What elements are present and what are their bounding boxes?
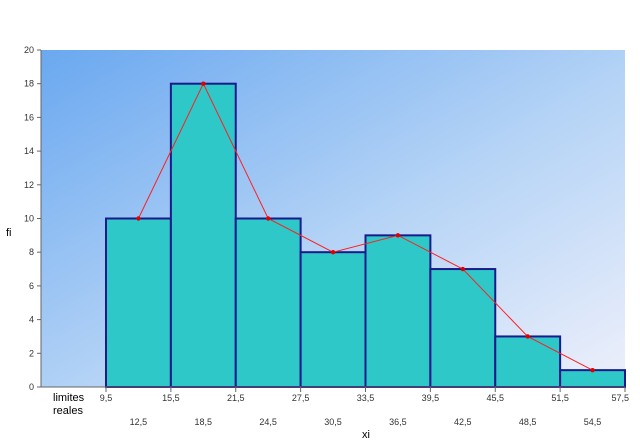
y-tick-label: 2 [29, 348, 34, 358]
y-tick-label: 4 [29, 315, 34, 325]
polygon-point [265, 216, 271, 221]
y-tick-label: 0 [29, 382, 34, 392]
histogram-bar [494, 335, 562, 389]
boundary-label: 9,5 [100, 393, 113, 403]
y-axis-title: fi [6, 227, 12, 239]
histogram-bar [169, 82, 237, 388]
boundary-label: 21,5 [227, 393, 245, 403]
histogram-bar [105, 217, 172, 388]
class-mark-label: 24,5 [259, 417, 277, 427]
y-tick-label: 20 [24, 45, 34, 55]
class-mark-label: 36,5 [389, 417, 407, 427]
boundary-labels: 9,5 15,5 21,5 27,5 33,5 39,5 45,5 51,5 57,5 [100, 387, 629, 403]
histogram-bar [234, 217, 302, 388]
polygon-point [395, 233, 401, 238]
class-mark-label: 30,5 [324, 417, 342, 427]
boundary-label: 45,5 [486, 393, 504, 403]
y-tick-label: 10 [24, 214, 34, 224]
polygon-point [590, 367, 595, 373]
boundary-label: 51,5 [551, 393, 569, 403]
polygon-point [330, 250, 336, 255]
y-tick-label: 16 [24, 112, 34, 122]
class-mark-label: 18,5 [195, 417, 213, 427]
polygon-point [460, 266, 466, 272]
class-mark-label: 54,5 [584, 417, 602, 427]
boundary-label: 39,5 [422, 393, 440, 403]
y-axis-ticks: 0 2 4 6 8 10 12 14 16 18 20 [24, 45, 41, 392]
row-label-line1: limites [53, 392, 85, 404]
bars [105, 82, 626, 389]
class-mark-labels: 12,5 18,5 24,5 30,5 36,5 42,5 48,5 54,5 [130, 417, 602, 427]
boundary-label: 57,5 [611, 393, 629, 403]
histogram-bar [364, 234, 432, 388]
y-tick-label: 12 [24, 180, 34, 190]
polygon-point [525, 334, 530, 339]
class-mark-label: 42,5 [454, 417, 472, 427]
y-tick-label: 6 [29, 281, 34, 291]
frequency-polygon [136, 81, 595, 373]
y-tick-label: 8 [29, 247, 34, 257]
x-axis-title: xi [362, 429, 370, 441]
boundary-label: 27,5 [292, 393, 310, 403]
y-tick-label: 18 [24, 79, 34, 89]
histogram-bar [559, 369, 626, 388]
polygon-point [136, 216, 141, 221]
y-tick-label: 14 [24, 146, 34, 156]
polygon-line [137, 82, 593, 371]
histogram-bar [299, 251, 367, 388]
histogram-bar [429, 268, 497, 388]
class-mark-label: 48,5 [519, 417, 537, 427]
class-mark-label: 12,5 [130, 417, 148, 427]
boundary-label: 15,5 [162, 393, 180, 403]
row-label-line2: reales [53, 405, 83, 417]
boundary-label: 33,5 [357, 393, 375, 403]
polygon-point [201, 81, 206, 86]
